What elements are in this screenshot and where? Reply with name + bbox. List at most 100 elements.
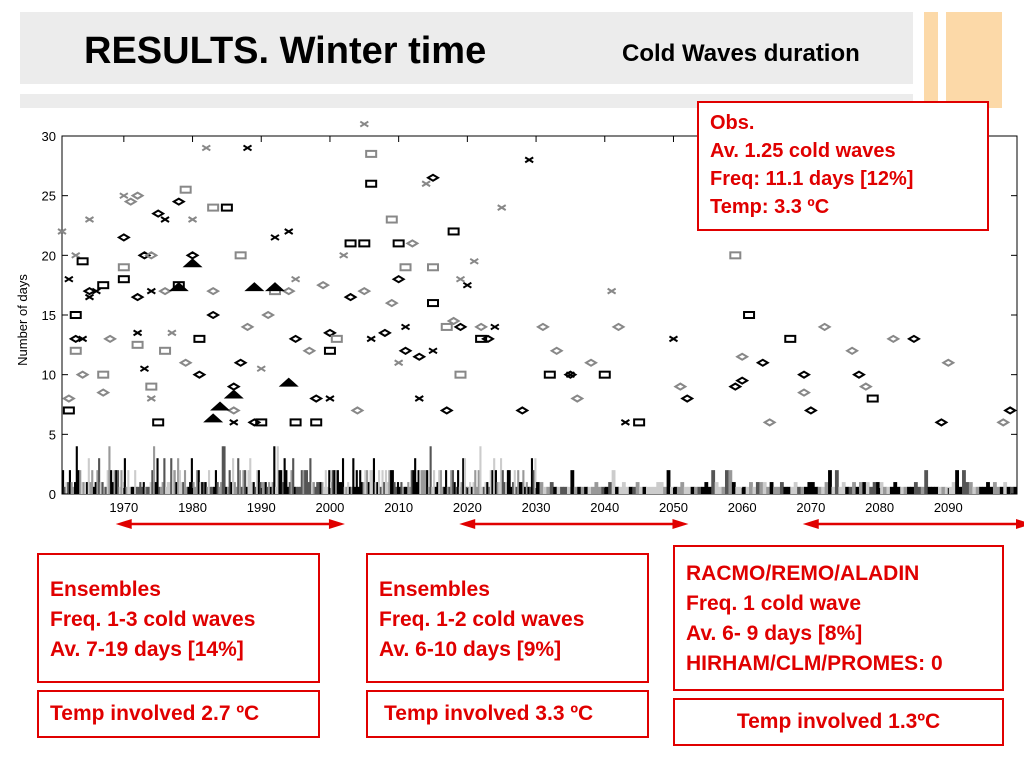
histogram-bar	[779, 482, 784, 494]
histogram-bar	[91, 470, 94, 494]
diamond-marker	[735, 352, 750, 361]
x-marker-stroke	[497, 204, 507, 211]
page-title: RESULTS. Winter time	[84, 30, 487, 72]
decor-bar-right	[946, 12, 1002, 108]
diamond-marker	[309, 394, 324, 403]
diamond-marker	[226, 406, 241, 415]
histogram-bar	[443, 486, 446, 494]
histogram-bar	[199, 482, 202, 494]
histogram-bar	[372, 458, 376, 494]
square-marker	[385, 215, 398, 224]
diamond-marker	[755, 358, 770, 367]
histogram-bar	[453, 482, 456, 494]
diamond-marker	[906, 334, 921, 344]
histogram-bar	[257, 470, 260, 494]
histogram-bar	[687, 486, 692, 494]
histogram-bar	[103, 486, 106, 494]
diamond-marker	[61, 394, 76, 403]
histogram-bar	[290, 470, 293, 494]
histogram-bar	[202, 482, 205, 494]
square-marker	[152, 418, 165, 427]
histogram-bar	[331, 470, 334, 494]
histogram-bar	[166, 482, 169, 494]
x-marker-stroke	[469, 257, 479, 265]
histogram-bar	[855, 486, 860, 494]
histogram-bar	[137, 486, 140, 494]
diamond-marker	[474, 322, 489, 332]
histogram-bar	[80, 482, 84, 494]
histogram-bar	[225, 486, 228, 494]
histogram-bar	[445, 470, 448, 494]
histogram-bar	[506, 470, 509, 494]
diamond-marker	[82, 286, 97, 296]
square-marker	[729, 251, 742, 260]
histogram-bar	[455, 486, 458, 494]
histogram-bar	[924, 470, 929, 494]
diamond-marker	[570, 394, 585, 403]
x-marker	[428, 347, 438, 355]
histogram-bar	[268, 482, 271, 494]
histogram-bar	[326, 486, 329, 494]
y-tick-label: 0	[49, 487, 56, 502]
x-marker	[188, 216, 198, 223]
histogram-bar	[214, 470, 217, 494]
histogram-bar	[601, 486, 606, 494]
x-marker	[119, 192, 129, 200]
histogram-bar	[986, 482, 990, 494]
x-marker-stroke	[284, 228, 294, 235]
histogram-bar	[183, 470, 187, 494]
histogram-bar	[104, 486, 108, 494]
diamond-marker	[185, 251, 200, 260]
histogram-bar	[975, 486, 980, 494]
x-tick-label: 1980	[178, 500, 207, 515]
histogram-bar	[254, 486, 257, 494]
histogram-bar	[838, 486, 843, 494]
square-marker	[427, 299, 440, 308]
histogram-bar	[237, 458, 240, 494]
histogram-bar	[153, 446, 156, 494]
histogram-bar	[635, 482, 640, 494]
histogram-bar	[407, 482, 410, 494]
histogram-bar	[862, 482, 867, 494]
histogram-bar	[371, 470, 374, 494]
histogram-bar	[189, 482, 192, 494]
histogram-bar	[438, 470, 441, 494]
histogram-bar	[420, 470, 424, 494]
histogram-bar	[101, 482, 104, 494]
x-marker-stroke	[607, 287, 617, 295]
histogram-bar	[525, 482, 528, 494]
histogram-bar	[944, 486, 949, 494]
histogram-bar	[491, 470, 494, 494]
histogram-bar	[357, 486, 360, 494]
triangle-marker	[210, 401, 231, 411]
histogram-bar	[907, 486, 911, 494]
histogram-bar	[324, 470, 327, 494]
x-marker-stroke	[84, 293, 95, 301]
histogram-bar	[173, 470, 176, 494]
histogram-bar	[560, 486, 564, 494]
square-marker	[447, 227, 460, 236]
histogram-bar	[989, 486, 994, 494]
histogram-bar	[307, 482, 310, 494]
histogram-bar	[159, 486, 163, 494]
histogram-bar	[494, 470, 497, 494]
square-marker	[69, 311, 82, 319]
histogram-bar	[142, 482, 145, 494]
histogram-bar	[353, 486, 357, 494]
x-marker	[620, 419, 630, 426]
diamond-marker	[398, 346, 413, 355]
diamond-marker	[206, 310, 221, 320]
x-tick-label: 2000	[315, 500, 344, 515]
ensembles-box-1: Ensembles Freq. 1-3 cold waves Av. 7-19 …	[37, 553, 320, 683]
diamond-marker	[281, 286, 296, 296]
x-marker	[160, 216, 170, 223]
histogram-bar	[314, 486, 317, 494]
diamond-marker	[247, 418, 262, 427]
histogram-bar	[465, 486, 468, 494]
diamond-marker	[226, 382, 241, 391]
histogram-bar	[457, 470, 460, 494]
x-tick-label: 2080	[865, 500, 894, 515]
x-tick-label: 2050	[659, 500, 688, 515]
histogram-bar	[546, 486, 551, 494]
diamond-marker	[845, 346, 860, 355]
